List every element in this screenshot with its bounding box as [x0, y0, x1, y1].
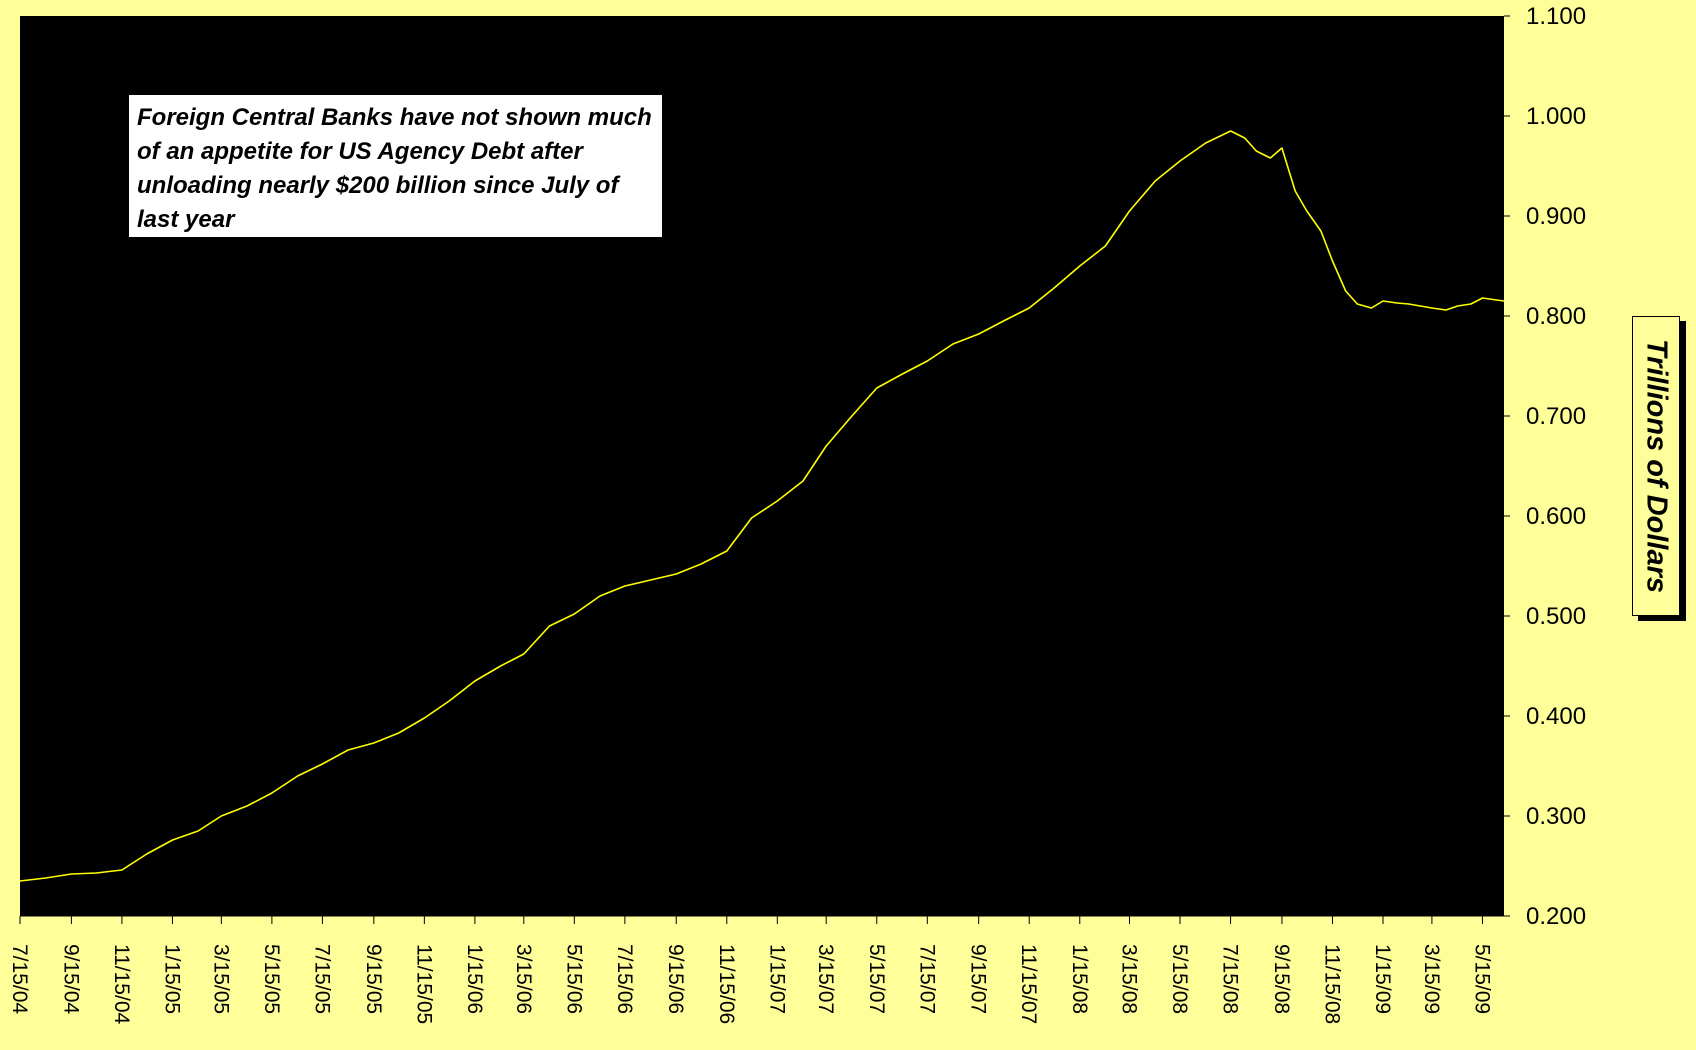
- x-tick-label: 1/15/07: [765, 944, 788, 1014]
- series-layer: [19, 130, 1505, 882]
- x-tick-label: 7/15/04: [8, 944, 31, 1014]
- x-tick-label: 9/15/04: [59, 944, 82, 1014]
- x-tick-label: 5/15/09: [1470, 944, 1493, 1014]
- x-tick-label: 9/15/06: [664, 944, 687, 1014]
- y-tick-label: 0.300: [1526, 803, 1586, 830]
- x-tick-label: 3/15/07: [814, 944, 837, 1014]
- x-tick-label: 1/15/09: [1371, 944, 1394, 1014]
- x-tick-label: 9/15/08: [1270, 944, 1293, 1014]
- x-tick-label: 3/15/05: [209, 944, 232, 1014]
- series-line: [19, 130, 1505, 882]
- x-tick-label: 11/15/05: [412, 944, 435, 1024]
- x-tick-label: 9/15/07: [967, 944, 990, 1014]
- x-tick-label: 11/15/07: [1017, 944, 1040, 1024]
- x-tick-label: 3/15/09: [1420, 944, 1443, 1014]
- x-tick-label: 7/15/05: [310, 944, 333, 1014]
- x-tick-label: 3/15/08: [1117, 944, 1140, 1014]
- x-tick-label: 3/15/06: [512, 944, 535, 1014]
- x-tick-label: 5/15/08: [1168, 944, 1191, 1014]
- x-tick-label: 11/15/06: [715, 944, 738, 1024]
- y-axis-label-box: [1632, 316, 1680, 616]
- x-tick-label: 5/15/07: [865, 944, 888, 1014]
- y-tick-label: 0.800: [1526, 303, 1586, 330]
- y-axis-label: Trillions of Dollars: [1640, 338, 1673, 594]
- y-tick-label: 0.900: [1526, 203, 1586, 230]
- x-tick-label: 1/15/08: [1068, 944, 1091, 1014]
- x-tick-label: 5/15/05: [260, 944, 283, 1014]
- x-tick-label: 7/15/08: [1219, 944, 1242, 1014]
- x-tick-label: 1/15/06: [463, 944, 486, 1014]
- y-tick-label: 0.200: [1526, 903, 1586, 930]
- x-tick-label: 11/15/04: [110, 944, 133, 1025]
- x-axis: 7/15/04 9/15/04 11/15/04 1/15/05 3/15/05 5/15…: [8, 915, 1504, 1025]
- x-tick-label: 11/15/08: [1320, 944, 1343, 1024]
- y-tick-label: 0.500: [1526, 603, 1586, 630]
- x-tick-label: 9/15/05: [362, 944, 385, 1014]
- y-tick-label: 1.100: [1526, 3, 1586, 30]
- x-tick-label: 7/15/06: [613, 944, 636, 1014]
- x-tick-label: 1/15/05: [160, 944, 183, 1014]
- chart-annotation: Foreign Central Banks have not shown muc…: [128, 94, 663, 238]
- y-tick-label: 1.000: [1526, 103, 1586, 130]
- y-tick-label: 0.400: [1526, 703, 1586, 730]
- y-tick-label: 0.700: [1526, 403, 1586, 430]
- x-tick-label: 5/15/06: [562, 944, 585, 1014]
- y-tick-label: 0.600: [1526, 503, 1586, 530]
- x-tick-label: 7/15/07: [915, 944, 938, 1014]
- y-axis: 0.200 0.300 0.400 0.500 0.600 0.700 0.800 0.900…: [1504, 3, 1586, 930]
